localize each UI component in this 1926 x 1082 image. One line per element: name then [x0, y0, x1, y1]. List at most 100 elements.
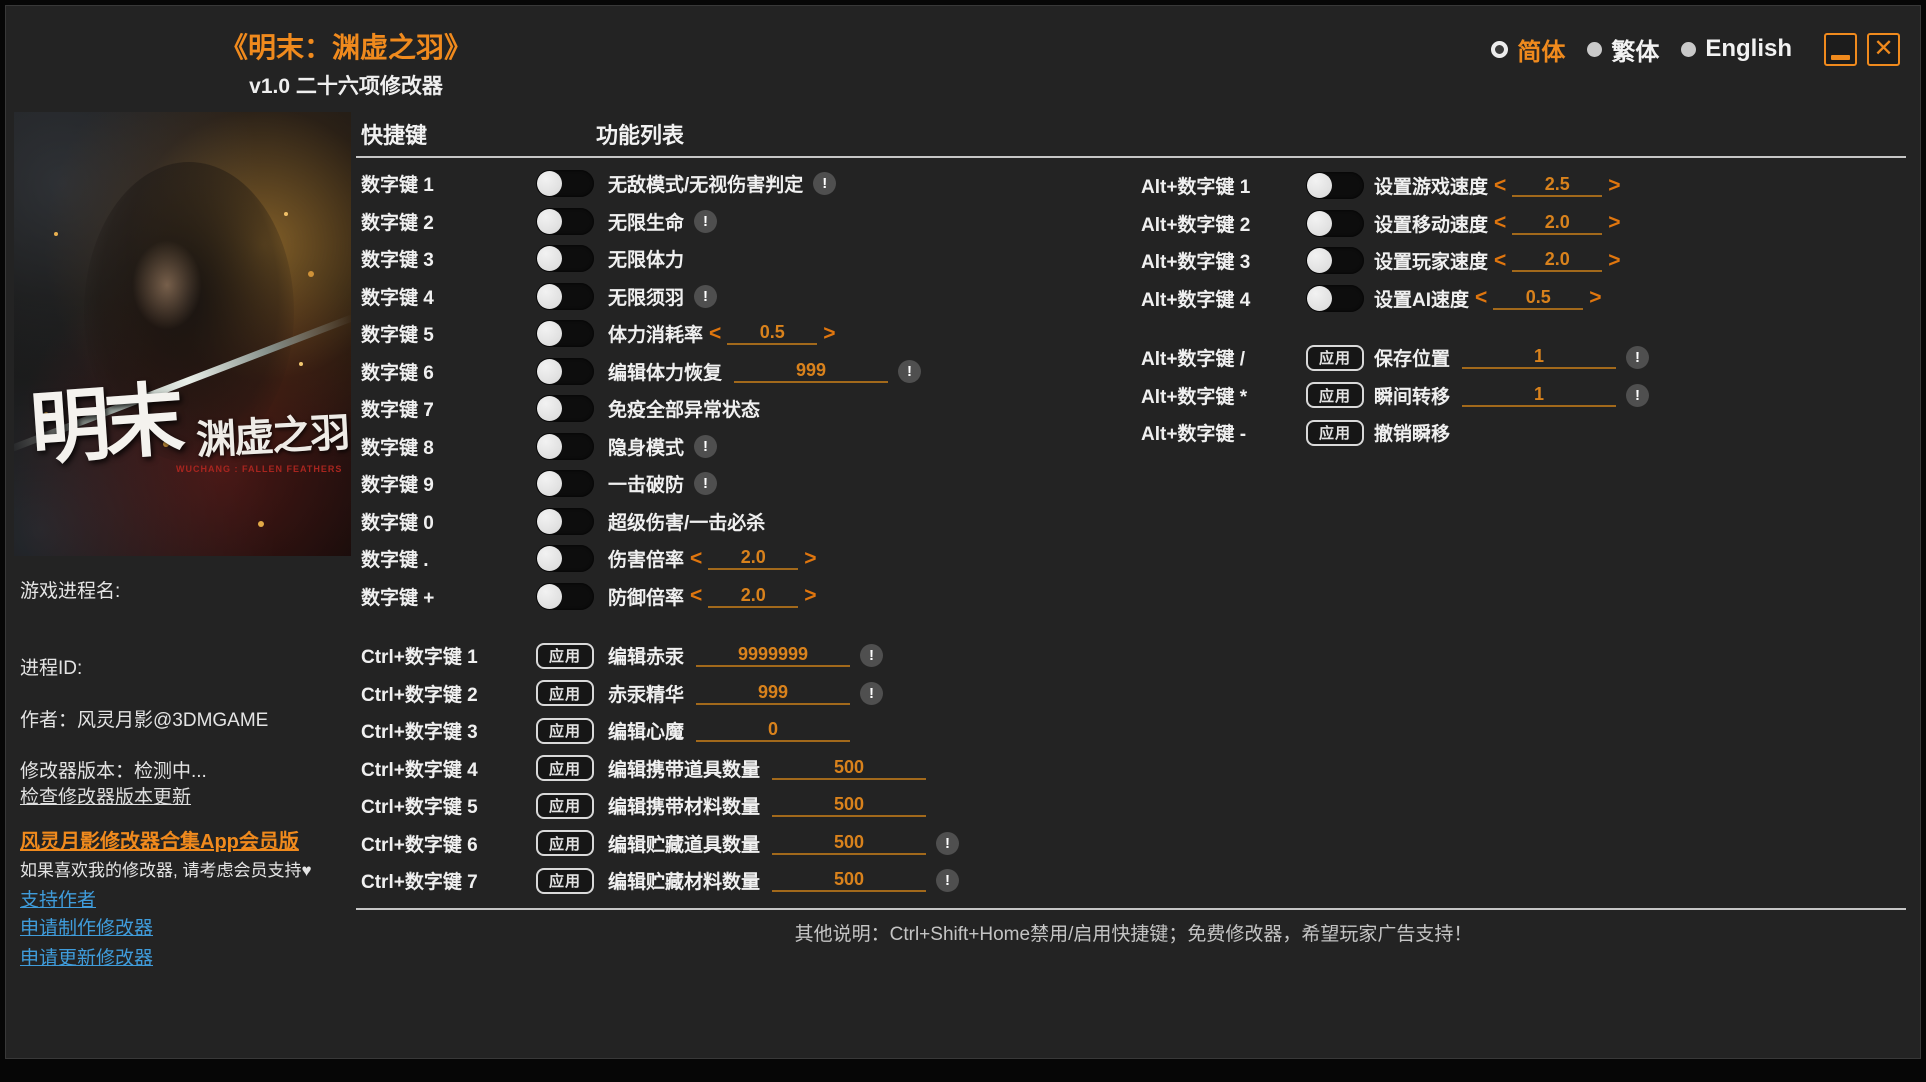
- decrease-arrow[interactable]: <: [1475, 286, 1488, 310]
- toggle-switch[interactable]: [536, 357, 594, 385]
- control-slot: 应用: [536, 792, 608, 819]
- toggle-switch[interactable]: [536, 432, 594, 460]
- toggle-switch[interactable]: [536, 545, 594, 573]
- art-subtitle-calligraphy: 渊虚之羽: [195, 409, 350, 464]
- value-field[interactable]: 0.5: [1493, 287, 1584, 310]
- hotkey-label: 数字键 2: [361, 212, 434, 234]
- hotkey-row: Ctrl+数字键 2 应用 赤汞精华 999!: [361, 675, 959, 713]
- decrease-arrow[interactable]: <: [1494, 248, 1507, 272]
- value-field[interactable]: 2.0: [1512, 212, 1603, 235]
- apply-button[interactable]: 应用: [1306, 419, 1364, 446]
- control-slot: [536, 282, 608, 310]
- control-slot: [1306, 247, 1374, 275]
- hotkey-label: Alt+数字键 2: [1141, 214, 1251, 236]
- value-field[interactable]: 2.0: [708, 585, 799, 608]
- feature-label: 设置AI速度: [1374, 289, 1470, 311]
- hotkey-row: 数字键 2 无限生命!: [361, 203, 921, 241]
- value-field[interactable]: 999: [734, 360, 889, 383]
- alt-toggle-group: Alt+数字键 1 设置游戏速度 <2.5 > Alt+数字键 2 设置移动速度 <2.0 >…: [1141, 167, 1627, 317]
- decrease-arrow[interactable]: <: [1494, 173, 1507, 197]
- hotkey-row: Ctrl+数字键 5 应用 编辑携带材料数量 500: [361, 787, 959, 825]
- value-field[interactable]: 2.0: [708, 547, 799, 571]
- decrease-arrow[interactable]: <: [690, 546, 703, 570]
- toggle-switch[interactable]: [536, 207, 594, 235]
- value-field[interactable]: 9999999: [696, 644, 851, 668]
- control-slot: 应用: [536, 867, 608, 894]
- value-field[interactable]: 0.5: [727, 322, 818, 346]
- check-update-link[interactable]: 检查修改器版本更新: [20, 787, 192, 808]
- apply-button[interactable]: 应用: [536, 792, 594, 819]
- warning-icon: !: [1626, 346, 1650, 370]
- value-field[interactable]: 500: [772, 794, 927, 818]
- decrease-arrow[interactable]: <: [1494, 211, 1507, 235]
- feature-label: 编辑体力恢复: [608, 362, 723, 384]
- radio-simplified-icon[interactable]: [1491, 40, 1509, 58]
- value-field[interactable]: 999: [696, 682, 851, 705]
- request-update-link[interactable]: 申请更新修改器: [20, 948, 154, 969]
- hotkey-row: 数字键 9 一击破防!: [361, 465, 921, 503]
- radio-traditional-icon[interactable]: [1587, 41, 1603, 57]
- toggle-switch[interactable]: [536, 320, 594, 348]
- increase-arrow[interactable]: >: [823, 321, 836, 345]
- minimize-icon: [1831, 55, 1850, 60]
- support-author-link[interactable]: 支持作者: [20, 890, 97, 911]
- feature-label: 无限生命: [608, 212, 685, 234]
- decrease-arrow[interactable]: <: [709, 321, 722, 345]
- apply-button[interactable]: 应用: [1306, 382, 1364, 409]
- value-field[interactable]: 500: [772, 832, 927, 855]
- close-button[interactable]: ✕: [1867, 32, 1900, 66]
- toggle-switch[interactable]: [536, 245, 594, 273]
- increase-arrow[interactable]: >: [804, 546, 817, 570]
- decrease-arrow[interactable]: <: [690, 584, 703, 608]
- request-trainer-link[interactable]: 申请制作修改器: [20, 918, 154, 939]
- vip-app-link[interactable]: 风灵月影修改器合集App会员版: [20, 831, 299, 853]
- toggle-switch[interactable]: [536, 507, 594, 535]
- apply-button[interactable]: 应用: [536, 830, 594, 857]
- toggle-switch[interactable]: [1306, 172, 1364, 200]
- minimize-button[interactable]: [1824, 32, 1857, 66]
- value-field[interactable]: 500: [772, 869, 927, 893]
- increase-arrow[interactable]: >: [1608, 248, 1621, 272]
- value-field[interactable]: 2.5: [1512, 174, 1603, 198]
- toggle-switch[interactable]: [536, 470, 594, 498]
- apply-button[interactable]: 应用: [536, 717, 594, 744]
- feature-label: 超级伤害/一击必杀: [608, 512, 766, 534]
- value-field[interactable]: 1: [1462, 384, 1617, 407]
- hotkey-label: Ctrl+数字键 2: [361, 684, 478, 706]
- value-field[interactable]: 500: [772, 757, 927, 780]
- value-field[interactable]: 0: [696, 719, 851, 743]
- hotkey-row: 数字键 7 免疫全部异常状态: [361, 390, 921, 428]
- apply-button[interactable]: 应用: [536, 680, 594, 707]
- lang-option-simplified[interactable]: 简体: [1517, 38, 1566, 66]
- increase-arrow[interactable]: >: [1608, 211, 1621, 235]
- toggle-switch[interactable]: [1306, 247, 1364, 275]
- toggle-knob-icon: [1307, 173, 1332, 199]
- feature-label: 设置游戏速度: [1374, 177, 1489, 199]
- toggle-switch[interactable]: [536, 282, 594, 310]
- radio-english-icon[interactable]: [1681, 41, 1697, 57]
- lang-option-english[interactable]: English: [1705, 35, 1792, 62]
- toggle-switch[interactable]: [536, 395, 594, 423]
- lang-option-traditional[interactable]: 繁体: [1611, 38, 1660, 66]
- apply-button[interactable]: 应用: [1306, 344, 1364, 371]
- app-subtitle: v1.0 二十六项修改器: [249, 75, 443, 98]
- value-field[interactable]: 2.0: [1512, 249, 1603, 273]
- apply-button[interactable]: 应用: [536, 755, 594, 782]
- hotkey-label: Ctrl+数字键 1: [361, 647, 478, 669]
- hotkey-row: Alt+数字键 - 应用 撤销瞬移: [1141, 414, 1649, 452]
- hotkey-row: 数字键 4 无限须羽!: [361, 278, 921, 316]
- toggle-switch[interactable]: [1306, 284, 1364, 312]
- toggle-knob-icon: [1307, 285, 1332, 311]
- apply-button[interactable]: 应用: [536, 867, 594, 894]
- increase-arrow[interactable]: >: [1608, 173, 1621, 197]
- value-field[interactable]: 1: [1462, 346, 1617, 370]
- toggle-switch[interactable]: [1306, 209, 1364, 237]
- hotkey-label: 数字键 .: [361, 550, 429, 572]
- toggle-switch[interactable]: [536, 582, 594, 610]
- toggle-switch[interactable]: [536, 170, 594, 198]
- apply-button[interactable]: 应用: [536, 642, 594, 669]
- art-title-calligraphy: 明末: [27, 371, 182, 477]
- increase-arrow[interactable]: >: [1589, 286, 1602, 310]
- increase-arrow[interactable]: >: [804, 584, 817, 608]
- feature-column-header: 功能列表: [596, 123, 685, 148]
